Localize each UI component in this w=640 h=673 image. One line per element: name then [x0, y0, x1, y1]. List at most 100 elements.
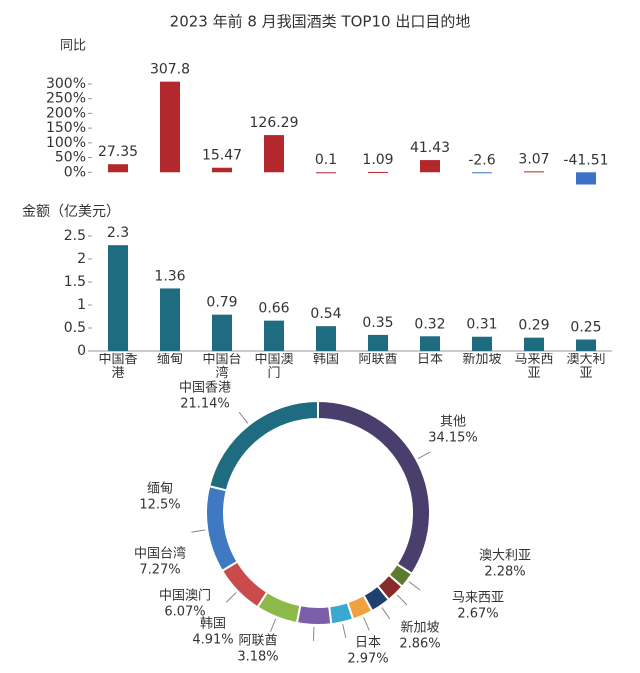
donut-slice	[208, 399, 319, 492]
slice-value: 12.5%	[139, 498, 180, 513]
x-tick-label-box: 中国香港	[98, 353, 138, 381]
x-tick-label-box: 新加坡	[462, 353, 502, 367]
x-tick-label-box: 韩国	[312, 353, 339, 367]
slice-value: 2.67%	[457, 607, 498, 622]
bar	[264, 135, 284, 173]
leader-line	[381, 607, 391, 620]
data-label: 0.35	[362, 315, 393, 331]
donut-slice	[328, 601, 355, 626]
y-tick-label: 2.5	[64, 228, 86, 244]
data-label: 2.3	[107, 225, 129, 241]
y-tick-label: 1.5	[64, 274, 86, 290]
slice-label: 马来西亚	[452, 591, 504, 606]
data-label: 1.36	[154, 268, 185, 284]
y-tick-label: 50%	[55, 150, 86, 166]
slice-value: 7.27%	[139, 563, 180, 578]
data-label: 3.07	[518, 151, 549, 167]
slice-value: 34.15%	[428, 431, 478, 446]
bar	[524, 171, 544, 173]
x-tick-label-box: 马来西亚	[514, 353, 554, 381]
data-label: 0.54	[310, 306, 341, 322]
y-tick-label: 200%	[46, 105, 86, 121]
data-label: 0.1	[315, 152, 337, 168]
x-tick-label: 澳大利亚	[566, 353, 606, 381]
x-tick-label-box: 中国台湾	[202, 353, 242, 381]
bar	[160, 81, 180, 173]
bar	[108, 245, 128, 351]
slice-label: 韩国	[200, 617, 226, 632]
bar	[264, 320, 284, 351]
x-tick-label: 中国香港	[98, 353, 138, 381]
bar	[576, 172, 596, 185]
x-tick-label: 中国澳门	[254, 353, 294, 381]
data-label: 0.31	[466, 317, 497, 333]
data-label: 27.35	[98, 144, 138, 160]
slice-label: 新加坡	[400, 620, 439, 636]
leader-line	[238, 411, 249, 424]
slice-label: 中国台湾	[134, 546, 186, 562]
slice-value: 21.14%	[180, 397, 230, 412]
y-tick-label: 0.5	[64, 320, 86, 336]
data-label: 41.43	[410, 140, 450, 156]
x-tick-label: 阿联酋	[358, 353, 398, 367]
slice-value: 2.28%	[484, 565, 525, 580]
donut-slice	[220, 560, 269, 609]
data-label: 0.79	[206, 295, 237, 311]
bar	[368, 171, 388, 173]
slice-value: 3.18%	[237, 650, 278, 665]
leader-line	[363, 617, 370, 631]
bar	[368, 334, 388, 351]
donut-slice	[295, 604, 333, 626]
slice-label: 澳大利亚	[479, 548, 531, 564]
slice-label: 缅甸	[147, 482, 173, 497]
leader-line	[225, 592, 237, 603]
data-label: 1.09	[362, 152, 393, 168]
y-axis-label: 金额（亿美元）	[22, 204, 120, 220]
x-tick-label: 中国台湾	[202, 353, 242, 381]
chart-title: 2023 年前 8 月我国酒类 TOP10 出口目的地	[170, 13, 471, 31]
slice-value: 2.86%	[399, 637, 440, 652]
data-label: 0.25	[570, 320, 601, 336]
slice-label: 其他	[440, 415, 466, 430]
bar	[212, 314, 232, 351]
y-tick-label: 0%	[64, 164, 86, 180]
y-tick-label: 1	[77, 297, 86, 313]
slice-label: 中国香港	[179, 381, 231, 396]
y-tick-label: 2	[77, 251, 86, 267]
slice-value: 6.07%	[164, 605, 205, 620]
leader-line	[191, 529, 206, 533]
y-tick-label: 0	[77, 343, 86, 359]
slice-value: 2.97%	[347, 652, 388, 667]
leader-line	[342, 624, 347, 639]
donut-slice	[317, 399, 431, 576]
y-tick-label: 250%	[46, 91, 86, 107]
slice-label: 中国澳门	[159, 588, 211, 604]
data-label: 0.29	[518, 318, 549, 334]
x-tick-label: 马来西亚	[514, 353, 554, 381]
x-tick-label-box: 日本	[416, 353, 443, 367]
x-tick-label: 韩国	[312, 353, 339, 367]
bar	[472, 172, 492, 174]
bar	[420, 160, 440, 173]
x-tick-label-box: 中国澳门	[254, 353, 294, 381]
y-axis-label: 同比	[60, 39, 86, 54]
bar	[316, 172, 336, 174]
slice-label: 阿联酋	[238, 633, 277, 649]
bar	[524, 337, 544, 351]
bar	[316, 326, 336, 351]
data-label: 0.66	[258, 301, 289, 317]
x-tick-label: 日本	[416, 353, 443, 367]
data-label: 15.47	[202, 148, 242, 164]
leader-line	[396, 594, 408, 606]
data-label: 0.32	[414, 316, 445, 332]
data-label: 126.29	[250, 115, 299, 131]
leader-line	[408, 581, 421, 591]
x-tick-label-box: 阿联酋	[358, 353, 398, 367]
data-label: -41.51	[563, 152, 608, 168]
slice-value: 4.91%	[192, 633, 233, 648]
slice-label: 日本	[355, 636, 381, 651]
x-tick-label: 新加坡	[462, 353, 502, 367]
y-tick-label: 150%	[46, 120, 86, 136]
y-tick-label: 300%	[46, 76, 86, 92]
